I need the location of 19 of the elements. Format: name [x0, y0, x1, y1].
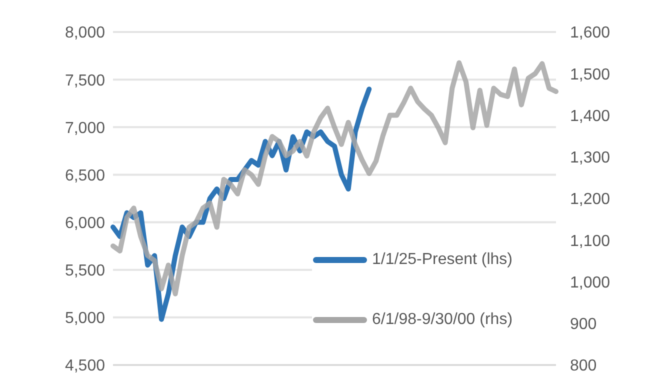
y-tick-label: 8,000 — [64, 24, 106, 42]
y2-tick-label: 900 — [570, 316, 597, 334]
y2-tick-label: 1,100 — [570, 232, 610, 250]
y-tick-label: 5,500 — [64, 262, 106, 280]
y-tick-label: 7,000 — [64, 120, 106, 137]
y-tick-label: 6,500 — [64, 167, 106, 184]
y-tick-label: 6,000 — [64, 214, 106, 232]
y2-tick-label: 800 — [570, 358, 597, 375]
y2-tick-label: 1,600 — [570, 24, 610, 42]
y2-tick-label: 1,000 — [570, 274, 610, 292]
y2-tick-label: 1,400 — [570, 108, 610, 125]
legend-label: 6/1/98-9/30/00 (rhs) — [372, 311, 513, 329]
y-tick-label: 5,000 — [64, 310, 106, 328]
y2-tick-label: 1,200 — [570, 191, 610, 208]
y2-tick-label: 1,300 — [570, 150, 610, 167]
y-tick-label: 4,500 — [64, 358, 106, 375]
y-tick-label: 7,500 — [64, 72, 106, 90]
y2-tick-label: 1,500 — [570, 66, 610, 84]
legend-label: 1/1/25-Present (lhs) — [372, 251, 513, 269]
